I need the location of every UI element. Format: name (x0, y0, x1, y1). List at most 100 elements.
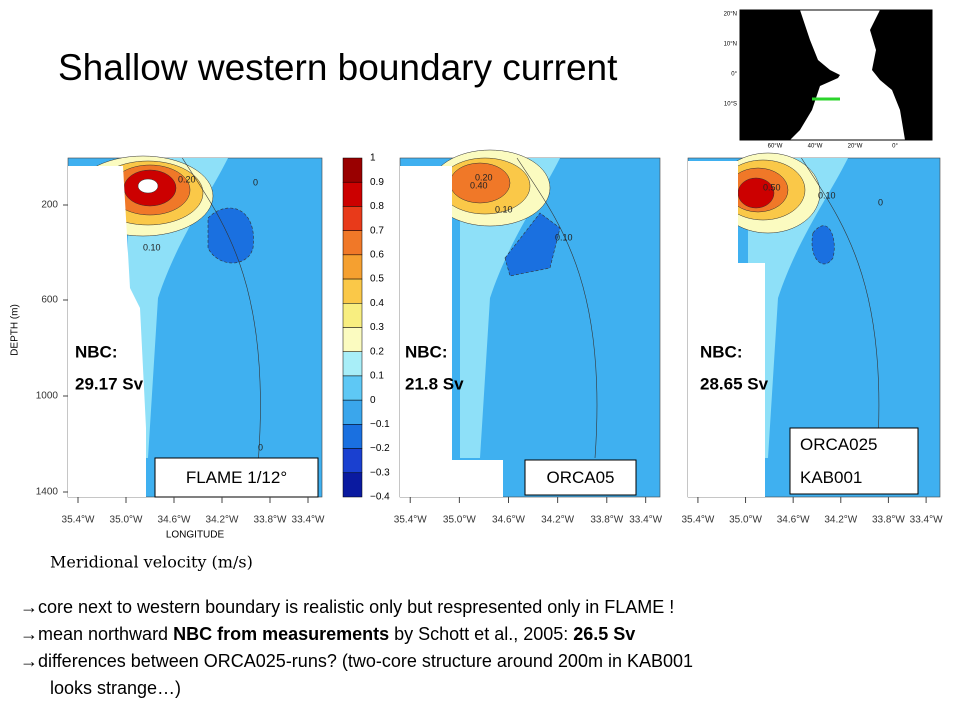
model-box (524, 459, 637, 496)
velocity-core (137, 178, 159, 194)
x-tick-label: 35.4°W (681, 515, 714, 526)
contour-label: 0 (258, 442, 263, 452)
colorbar-swatch (342, 424, 363, 449)
bullet-segment: →mean northward (20, 624, 173, 644)
y-tick-label: 600 (41, 295, 58, 306)
map-lon-label: 60°W (768, 144, 783, 150)
colorbar-label: 0.5 (370, 274, 384, 285)
colorbar-label: 0.1 (370, 371, 384, 382)
colorbar-swatch (342, 472, 363, 498)
model-label: KAB001 (800, 468, 862, 487)
land (400, 166, 452, 497)
nbc-transport: 28.65 Sv (700, 374, 769, 393)
model-box (154, 457, 319, 498)
bullet-segment: →core next to western boundary is realis… (20, 597, 674, 617)
contour-label: 0.10 (555, 232, 573, 242)
x-tick-label: 35.4°W (394, 515, 427, 526)
colorbar-label: −0.4 (370, 492, 390, 503)
bullet-line: →mean northward NBC from measurements by… (20, 624, 635, 644)
nbc-transport: 29.17 Sv (75, 374, 144, 393)
bullet-line: →differences between ORCA025-runs? (two-… (20, 651, 693, 671)
x-tick-label: 33.4°W (910, 515, 943, 526)
colorbar-swatch (342, 206, 363, 231)
y-tick-label: 1400 (36, 487, 59, 498)
colorbar-label: 0.6 (370, 249, 384, 260)
colorbar-label: −0.2 (370, 443, 390, 454)
colorbar-label: −0.3 (370, 467, 390, 478)
negative-velocity (504, 212, 561, 277)
x-tick-label: 34.6°W (492, 515, 525, 526)
colorbar-label: 0.9 (370, 177, 384, 188)
bullet-segment: looks strange…) (50, 678, 181, 698)
nbc-transport: 21.8 Sv (405, 374, 464, 393)
contour-label: 0.10 (143, 242, 161, 252)
land (452, 460, 503, 497)
map-lat-label: 20°N (724, 12, 737, 18)
x-tick-label: 33.8°W (590, 515, 623, 526)
map-lat-label: 10°N (724, 42, 737, 48)
contour-line (182, 157, 261, 459)
colorbar-label: 0.3 (370, 322, 384, 333)
map-lat-label: 0° (731, 72, 737, 78)
contour-label: 0.10 (495, 204, 513, 214)
colorbar-label: 0.2 (370, 346, 384, 357)
longitude-label: LONGITUDE (166, 530, 225, 541)
contour-label: 0 (878, 197, 883, 207)
negative-velocity (207, 207, 254, 264)
x-tick-label: 33.8°W (872, 515, 905, 526)
model-label: ORCA025 (800, 435, 877, 454)
contour-label: 0.20 (178, 174, 196, 184)
colorbar-label: 1 (370, 153, 376, 164)
nbc-label: NBC: (75, 342, 118, 361)
y-tick-label: 200 (41, 200, 58, 211)
contour-line (801, 157, 880, 459)
colorbar-swatch (342, 181, 363, 207)
contour-label: 0.40 (470, 180, 488, 190)
x-tick-label: 34.6°W (777, 515, 810, 526)
colorbar-swatch (342, 327, 363, 352)
x-tick-label: 35.4°W (62, 515, 95, 526)
colorbar-label: 0 (370, 395, 376, 406)
colorbar-swatch (342, 399, 363, 425)
colorbar: 1 0.9 0.8 0.7 0.6 0.5 0.4 0.3 0.2 0.1 0 −0.1 −0.2 −0.… (342, 153, 390, 503)
depth-label: DEPTH (m) (10, 304, 21, 356)
x-tick-label: 33.8°W (254, 515, 287, 526)
model-label: FLAME 1/12° (186, 468, 287, 487)
bullets: →core next to western boundary is realis… (20, 597, 693, 698)
colorbar-swatch (342, 448, 363, 474)
negative-velocity (811, 225, 835, 265)
contour-label: 0.10 (818, 190, 836, 200)
y-tick-label: 1000 (36, 391, 59, 402)
bullet-segment: NBC from measurements (173, 624, 389, 644)
contour-label: 0 (253, 177, 258, 187)
map-lon-label: 20°W (848, 144, 863, 150)
colorbar-caption: Meridional velocity (m/s) (50, 553, 253, 572)
bullet-segment: →differences between ORCA025-runs? (two-… (20, 651, 693, 671)
slide-title: Shallow western boundary current (58, 47, 618, 88)
colorbar-label: 0.4 (370, 298, 384, 309)
contour-panel: 0.200.40 0.10 0.10 ORCA05 NBC: 21.8 Sv 35.4°W 3… (394, 149, 663, 526)
x-tick-label: 33.4°W (292, 515, 325, 526)
colorbar-swatch (342, 351, 363, 377)
contour-label: 0.20 (475, 172, 493, 182)
model-label: ORCA05 (546, 468, 614, 487)
colorbar-swatch (342, 303, 363, 328)
colorbar-swatch (342, 230, 363, 256)
nbc-label: NBC: (405, 342, 448, 361)
colorbar-swatch (342, 157, 363, 183)
contour-panel: 0.500.1000ORCA025KAB001NBC:28.65 Sv35.4°… (681, 152, 943, 526)
nbc-label: NBC: (700, 342, 743, 361)
x-tick-label: 34.2°W (824, 515, 857, 526)
x-tick-label: 34.2°W (206, 515, 239, 526)
x-tick-label: 34.2°W (541, 515, 574, 526)
colorbar-label: 0.7 (370, 225, 384, 236)
colorbar-label: −0.1 (370, 419, 390, 430)
model-box (789, 427, 919, 495)
contour-panel: 0.20 0.10 0 0 FLAME 1/12° NBC: 29.17 Sv 35.4°W 3… (36, 155, 325, 526)
x-tick-label: 35.0°W (443, 515, 476, 526)
x-tick-label: 35.0°W (110, 515, 143, 526)
contour-line (516, 157, 598, 459)
map-lat-label: 10°S (724, 102, 737, 108)
colorbar-label: 0.8 (370, 201, 384, 212)
